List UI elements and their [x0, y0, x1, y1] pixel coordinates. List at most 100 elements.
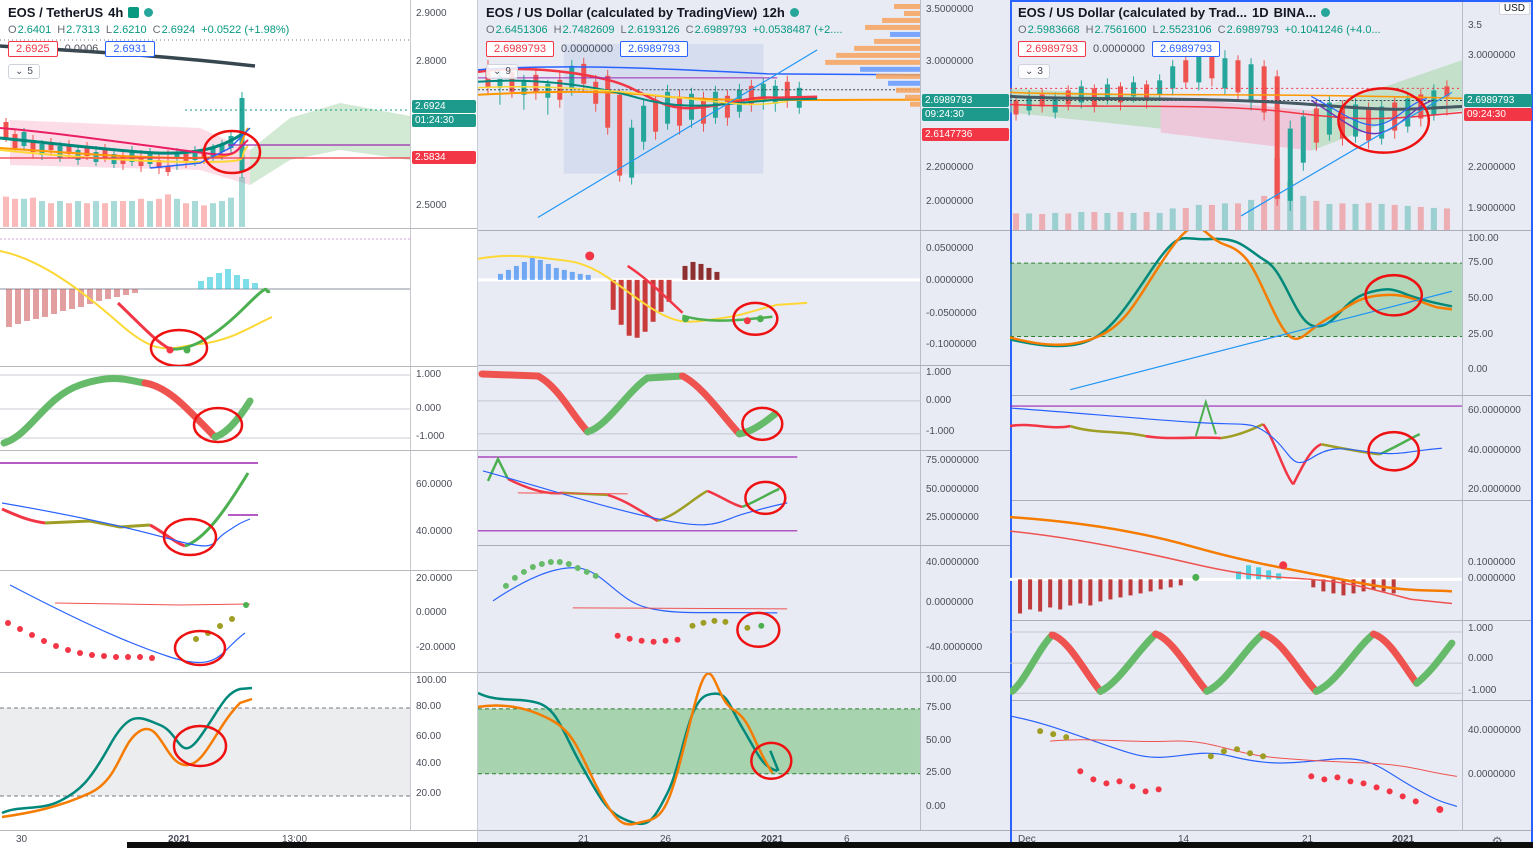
current-price-chip: 2.6924: [412, 100, 476, 113]
rsi-axis[interactable]: 60.0000 40.0000: [410, 451, 477, 570]
time-tick: 13:00: [282, 834, 308, 845]
rsi-axis[interactable]: 60.0000000 40.0000000 20.0000000: [1462, 396, 1533, 500]
price-tick: 2.9000: [416, 8, 447, 19]
ribbon-pane: 1.000 0.000 -1.000: [0, 366, 477, 450]
axis-tick: 0.0000000: [1468, 769, 1516, 780]
cci-pane: 40.0000000 0.0000000 -40.0000000: [478, 545, 1010, 672]
ribbon-chart-area[interactable]: [1010, 621, 1462, 700]
annotation-circle: [173, 629, 227, 667]
price-chart-area[interactable]: EOS / TetherUS 4h O2.6401 H2.7313 L2.621…: [0, 0, 410, 228]
annotation-circle: [172, 724, 228, 768]
rsi-pane: 60.0000 40.0000: [0, 450, 477, 570]
annotation-circle: [192, 406, 244, 444]
axis-tick: 1.000: [1468, 623, 1494, 634]
cci-svg: [492, 558, 788, 649]
price-tick: 2.2000000: [1468, 162, 1516, 173]
price-tick: 2.8000: [416, 56, 447, 67]
axis-tick: 40.0000000: [926, 557, 979, 568]
annotation-circle: [736, 611, 781, 649]
macd-axis[interactable]: 0.1000000 0.0000000: [1462, 501, 1533, 620]
axis-tick: 0.0000000: [1468, 573, 1516, 584]
macd-chart-area[interactable]: [478, 231, 920, 365]
cci-axis[interactable]: 20.0000 0.0000 -20.0000: [410, 571, 477, 672]
macd-axis[interactable]: [410, 229, 477, 366]
time-axis[interactable]: 30 2021 13:00: [0, 830, 477, 848]
axis-tick: 0.0000: [416, 607, 447, 618]
rsi-axis[interactable]: 75.0000000 50.0000000 25.0000000: [920, 451, 1010, 545]
ribbon-chart-area[interactable]: [478, 366, 920, 450]
time-tick: 21: [1302, 834, 1314, 845]
time-tick: 2021: [761, 834, 784, 845]
axis-tick: 20.0000000: [1468, 484, 1521, 495]
ribbon-axis[interactable]: 1.000 0.000 -1.000: [1462, 621, 1533, 700]
macd-svg: [478, 251, 920, 338]
time-axis[interactable]: Dec 14 21 2021 ⚙: [1010, 830, 1533, 850]
countdown-chip: 09:24:30: [922, 108, 1009, 121]
rsi-svg: [0, 462, 258, 557]
cci-chart-area[interactable]: [1010, 701, 1462, 830]
axis-tick: 75.0000000: [926, 455, 979, 466]
axis-tick: -20.0000: [416, 642, 456, 653]
price-chart-area[interactable]: EOS / US Dollar (calculated by TradingVi…: [478, 0, 920, 230]
axis-tick: -40.0000000: [926, 642, 983, 653]
axis-tick: 75.00: [926, 702, 952, 713]
price-pane: EOS / US Dollar (calculated by Trad... 1…: [1010, 0, 1533, 230]
time-axis[interactable]: 21 26 2021 6: [478, 830, 1010, 848]
macd-pane: 0.1000000 0.0000000: [1010, 500, 1533, 620]
axis-tick: 0.0000000: [926, 597, 974, 608]
stoch-svg: [0, 686, 410, 819]
cci-axis[interactable]: 40.0000000 0.0000000: [1462, 701, 1533, 830]
time-tick: Dec: [1018, 834, 1036, 845]
stoch-rsi-svg: [1010, 231, 1462, 391]
axis-tick: 80.00: [416, 701, 442, 712]
ribbon-pane: 1.000 0.000 -1.000: [1010, 620, 1533, 700]
annotation-circle: [741, 406, 784, 442]
axis-tick: -0.0500000: [926, 308, 977, 319]
ribbon-axis[interactable]: 1.000 0.000 -1.000: [410, 367, 477, 450]
price-axis[interactable]: USD 3.5 3.0000000 2.2000000 1.9000000 2.…: [1462, 0, 1533, 230]
macd-chart-area[interactable]: [0, 229, 410, 366]
macd-axis[interactable]: 0.0500000 0.0000000 -0.0500000 -0.100000…: [920, 231, 1010, 365]
cci-chart-area[interactable]: [0, 571, 410, 672]
countdown-chip: 09:24:30: [1464, 108, 1532, 121]
ribbon-axis[interactable]: 1.000 0.000 -1.000: [920, 366, 1010, 450]
stoch-svg: [478, 673, 920, 826]
annotation-circle: [162, 517, 218, 557]
rsi-chart-area[interactable]: [1010, 396, 1462, 500]
cci-svg: [5, 584, 251, 667]
stoch-rsi-chart-area[interactable]: [1010, 231, 1462, 395]
stoch-chart-area[interactable]: [0, 673, 410, 830]
axis-tick: 100.00: [416, 675, 447, 686]
macd-svg: [1010, 515, 1462, 614]
axis-tick: -1.000: [926, 426, 955, 437]
price-tick: 2.2000000: [926, 162, 974, 173]
ribbon-pane: 1.000 0.000 -1.000: [478, 365, 1010, 450]
cci-chart-area[interactable]: [478, 546, 920, 672]
price-axis[interactable]: 3.5000000 3.0000000 2.2000000 2.0000000 …: [920, 0, 1010, 230]
rsi-svg: [478, 456, 798, 532]
rsi-pane: 60.0000000 40.0000000 20.0000000: [1010, 395, 1533, 500]
settings-gear-icon[interactable]: ⚙: [1491, 834, 1503, 850]
axis-tick: 25.00: [926, 767, 952, 778]
stoch-chart-area[interactable]: [478, 673, 920, 830]
macd-pane: [0, 228, 477, 366]
price-chart-svg: [1010, 44, 1462, 230]
price-tick: 2.0000000: [926, 196, 974, 207]
annotation-circle: [202, 129, 262, 175]
stoch-axis[interactable]: 100.00 75.00 50.00 25.00 0.00: [920, 673, 1010, 830]
stoch-rsi-axis[interactable]: 100.00 75.00 50.00 25.00 0.00: [1462, 231, 1533, 395]
price-chart-area[interactable]: EOS / US Dollar (calculated by Trad... 1…: [1010, 0, 1462, 230]
ribbon-chart-area[interactable]: [0, 367, 410, 450]
chart-panel-eos-tetherus: EOS / TetherUS 4h O2.6401 H2.7313 L2.621…: [0, 0, 477, 848]
rsi-chart-area[interactable]: [0, 451, 410, 570]
macd-chart-area[interactable]: [1010, 501, 1462, 620]
level-price-chip: 2.5834: [412, 151, 476, 164]
axis-tick: 0.00: [1468, 364, 1488, 375]
annotation-circle: [750, 741, 793, 781]
annotation-circle: [1364, 273, 1424, 317]
cci-axis[interactable]: 40.0000000 0.0000000 -40.0000000: [920, 546, 1010, 672]
currency-toggle[interactable]: USD: [1498, 2, 1530, 15]
stoch-axis[interactable]: 100.00 80.00 60.00 40.00 20.00: [410, 673, 477, 830]
price-axis[interactable]: 2.9000 2.8000 2.5000 2.6924 01:24:30 2.5…: [410, 0, 477, 228]
rsi-chart-area[interactable]: [478, 451, 920, 545]
